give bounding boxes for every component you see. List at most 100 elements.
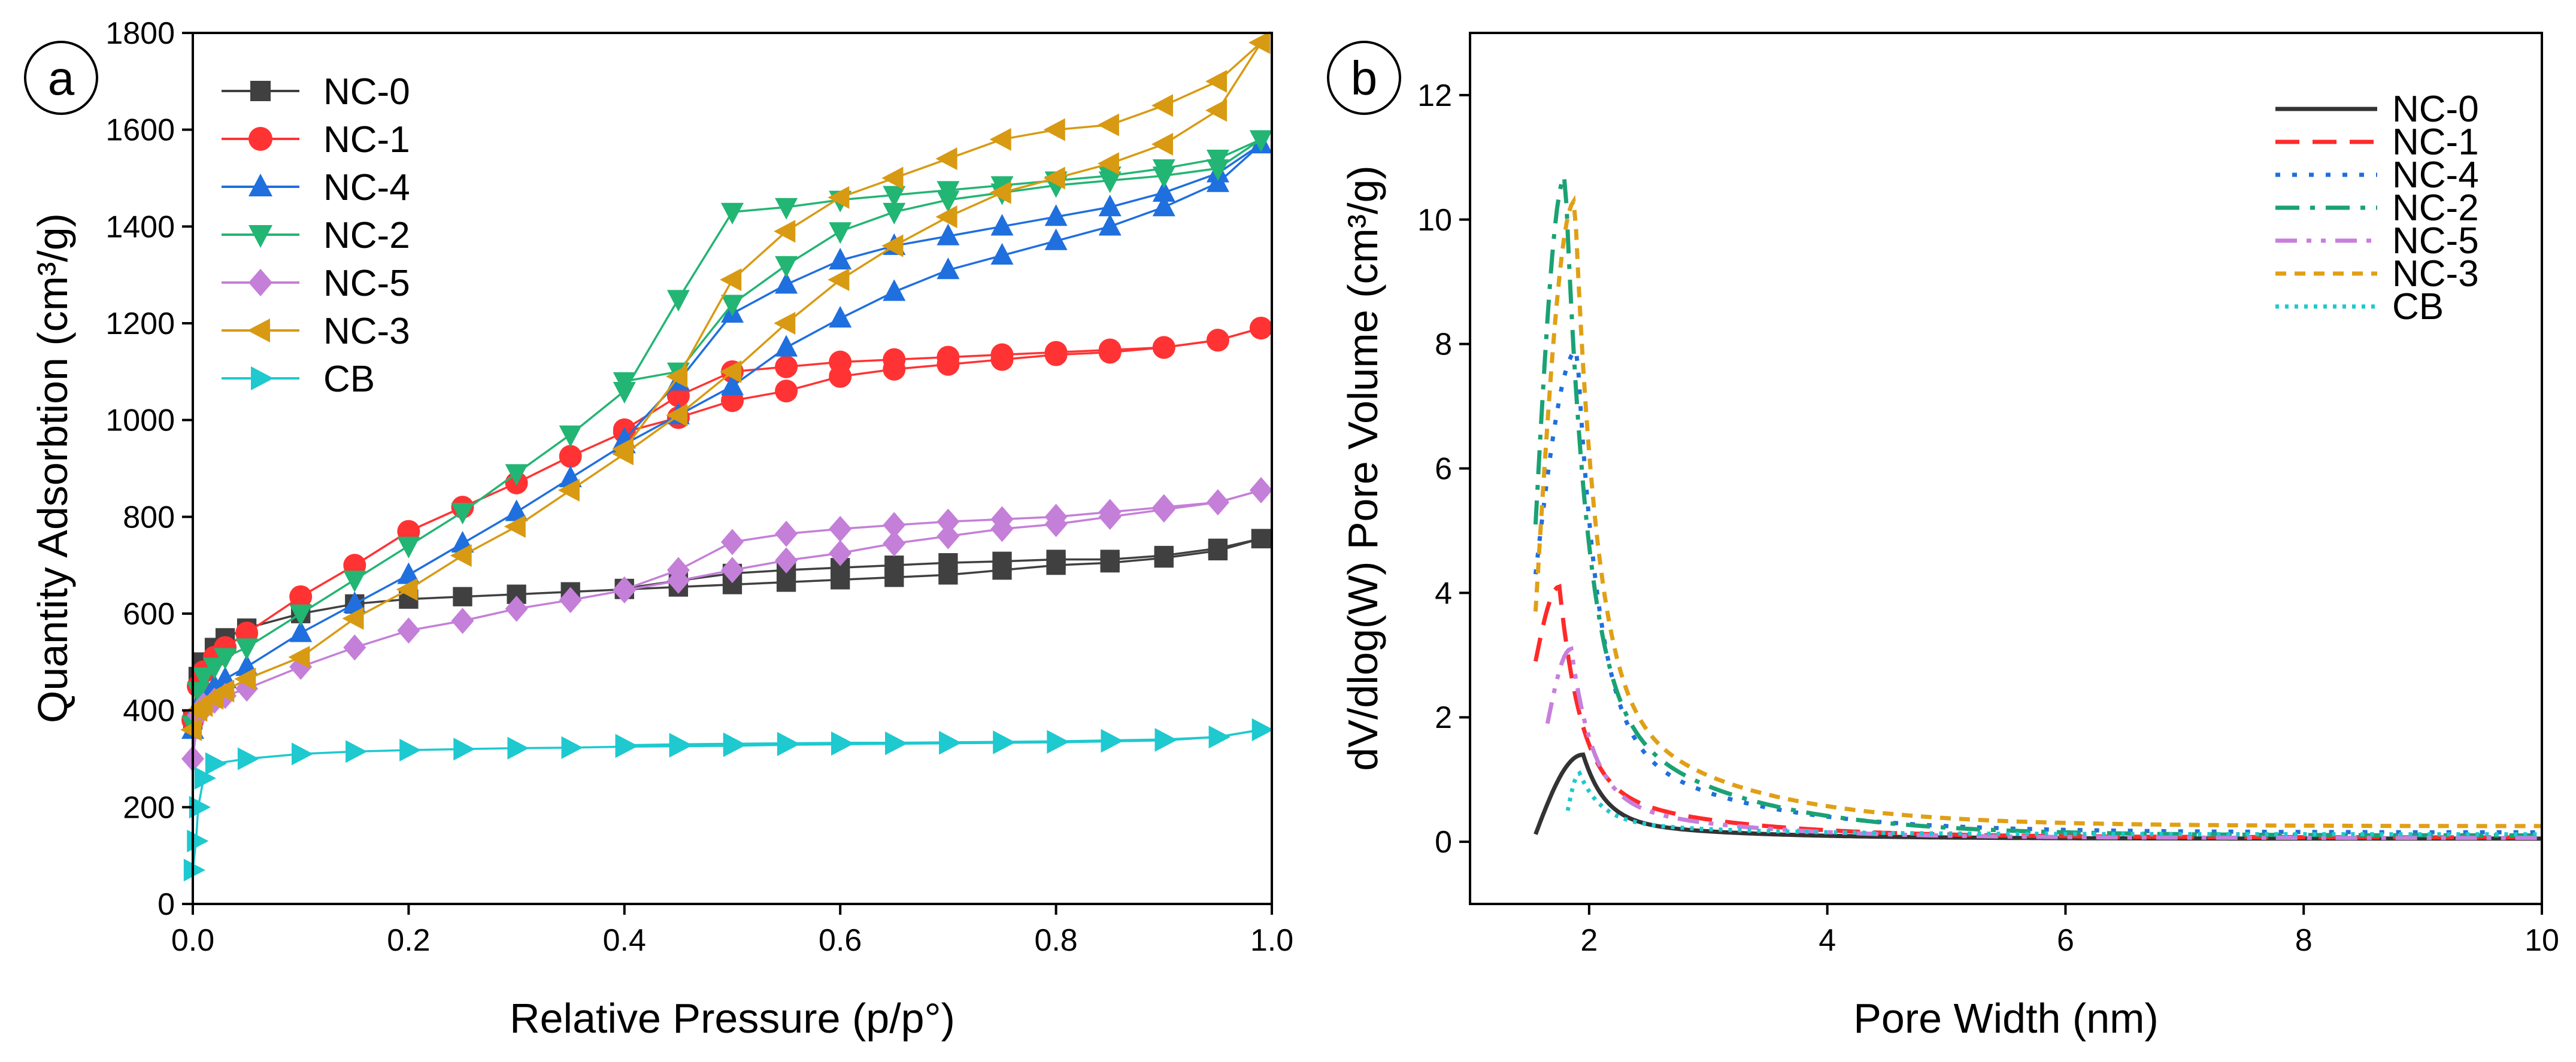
legend-item-nc-3: NC-3 xyxy=(222,311,410,352)
nc-4-data-point xyxy=(990,242,1014,265)
legend-marker xyxy=(250,81,271,101)
y-tick-label: 400 xyxy=(123,694,175,729)
nc-3-data-point xyxy=(1205,99,1228,122)
panel-a-ticks: 0.0 0.2 0.4 0.6 0.8 1.0 0 200 400 600 800 1000 1200 1… xyxy=(105,16,1293,958)
nc-5-data-point xyxy=(451,608,474,634)
legend-item-nc-0: NC-0 xyxy=(2275,89,2479,130)
series-nc-3-line xyxy=(1533,195,2541,829)
nc-5-data-point xyxy=(397,617,420,644)
legend-item-nc-4: NC-4 xyxy=(222,167,410,208)
nc-5-data-point xyxy=(1044,503,1068,530)
nc-2-data-point xyxy=(1249,130,1272,152)
nc-0-data-point xyxy=(453,587,472,606)
nc-1-data-point xyxy=(775,380,798,403)
nc-5-data-point xyxy=(343,634,366,661)
series-nc-3 xyxy=(180,31,1271,741)
nc-3-data-point xyxy=(396,578,418,601)
nc-1-data-point xyxy=(1044,341,1068,364)
nc-3-data-point xyxy=(1043,166,1065,190)
cb-data-point xyxy=(777,732,799,755)
nc-3-data-point xyxy=(881,234,904,257)
y-tick-label: 600 xyxy=(123,597,175,632)
nc-3-data-point xyxy=(342,607,364,630)
nc-3-data-point xyxy=(180,718,202,741)
nc-2-data-point xyxy=(1098,171,1122,193)
x-tick-label: 10 xyxy=(2525,923,2559,958)
panel-b-pore-size-distribution: 2 4 6 8 10 0 2 4 6 8 10 12 Pore Width (nm) dV/dlog(… xyxy=(1327,32,2559,1042)
nc-4-data-point xyxy=(397,562,420,584)
x-tick-label: 1.0 xyxy=(1250,923,1293,958)
nc-1-data-point xyxy=(1098,338,1122,362)
nc-4-data-point xyxy=(937,223,960,245)
nc-4-data-point xyxy=(1152,180,1175,202)
nc-4-data-point xyxy=(505,499,528,521)
nc-3-data-point xyxy=(881,166,904,190)
nc-5-data-point xyxy=(775,547,798,574)
legend-label: NC-5 xyxy=(2392,220,2479,262)
nc-5-data-point xyxy=(1249,477,1272,503)
legend-item-cb: CB xyxy=(2275,286,2444,327)
nc-0-data-point xyxy=(1208,538,1228,559)
cb-data-point xyxy=(561,736,583,759)
nc-3-data-point xyxy=(828,186,850,209)
y-tick-label: 1000 xyxy=(105,403,175,438)
legend-item-nc-1: NC-1 xyxy=(2275,122,2479,163)
nc-5-data-point xyxy=(1152,494,1175,521)
legend-label: CB xyxy=(2392,286,2444,327)
nc-2-data-point xyxy=(829,222,852,244)
nc-2-data-point xyxy=(666,290,690,312)
nc-2-data-point xyxy=(192,667,216,689)
nc-3-data-point xyxy=(828,268,850,292)
nc-2-data-point xyxy=(721,295,744,317)
nc-3-data-point xyxy=(774,220,796,243)
x-tick-label: 6 xyxy=(2057,923,2074,958)
legend-marker xyxy=(248,127,272,151)
y-tick-label: 4 xyxy=(1435,576,1452,611)
y-tick-label: 8 xyxy=(1435,327,1452,362)
legend-item-nc-2: NC-2 xyxy=(222,215,410,256)
nc-5-data-point xyxy=(721,529,744,556)
nc-1-data-point xyxy=(289,585,313,608)
x-tick-label: 4 xyxy=(1819,923,1836,958)
nc-2-data-point xyxy=(235,638,259,660)
legend-label: NC-0 xyxy=(2392,89,2479,130)
legend-marker xyxy=(251,366,274,390)
y-tick-label: 0 xyxy=(157,887,175,922)
nc-2-data-point xyxy=(613,372,636,394)
panel-a-letter-circle xyxy=(24,41,98,115)
nc-4-data-point xyxy=(990,214,1014,236)
legend-marker xyxy=(248,174,272,196)
nc-4-data-point xyxy=(1152,195,1175,217)
x-tick-label: 0.2 xyxy=(387,923,430,958)
legend-label: NC-1 xyxy=(2392,122,2479,163)
y-tick-label: 1800 xyxy=(105,16,175,51)
nc-3-data-point xyxy=(935,147,957,171)
nc-4-data-point xyxy=(1044,204,1068,226)
x-tick-label: 2 xyxy=(1580,923,1598,958)
nc-2-data-point xyxy=(883,202,906,224)
x-tick-label: 0.8 xyxy=(1034,923,1077,958)
nc-1-data-point xyxy=(990,343,1014,366)
panel-a-legend: NC-0 NC-1 NC-4 NC-2 NC-5 NC-3 CB xyxy=(222,71,410,400)
nc-5-data-point xyxy=(1206,489,1229,515)
nc-4-data-point xyxy=(829,248,852,270)
cb-data-point xyxy=(885,731,907,754)
nc-3-data-point xyxy=(288,645,310,669)
nc-3-data-point xyxy=(989,181,1011,204)
legend-item-cb: CB xyxy=(222,359,375,400)
nc-4-data-point xyxy=(775,335,798,357)
y-tick-label: 12 xyxy=(1417,78,1452,113)
nc-5-data-point xyxy=(937,508,960,535)
nc-1-data-point xyxy=(829,350,852,374)
nc-0-data-point xyxy=(938,553,958,573)
legend-label: NC-4 xyxy=(323,167,410,208)
legend-item-nc-2: NC-2 xyxy=(2275,187,2479,229)
nc-3-data-point xyxy=(1205,69,1228,93)
legend-label: CB xyxy=(323,359,375,400)
legend-item-nc-4: NC-4 xyxy=(2275,154,2479,196)
nc-1-data-point xyxy=(883,348,906,371)
x-tick-label: 0.6 xyxy=(819,923,862,958)
nc-2-data-point xyxy=(397,536,420,559)
nc-2-data-point xyxy=(505,464,528,486)
panel-b-letter-circle xyxy=(1327,41,1401,115)
